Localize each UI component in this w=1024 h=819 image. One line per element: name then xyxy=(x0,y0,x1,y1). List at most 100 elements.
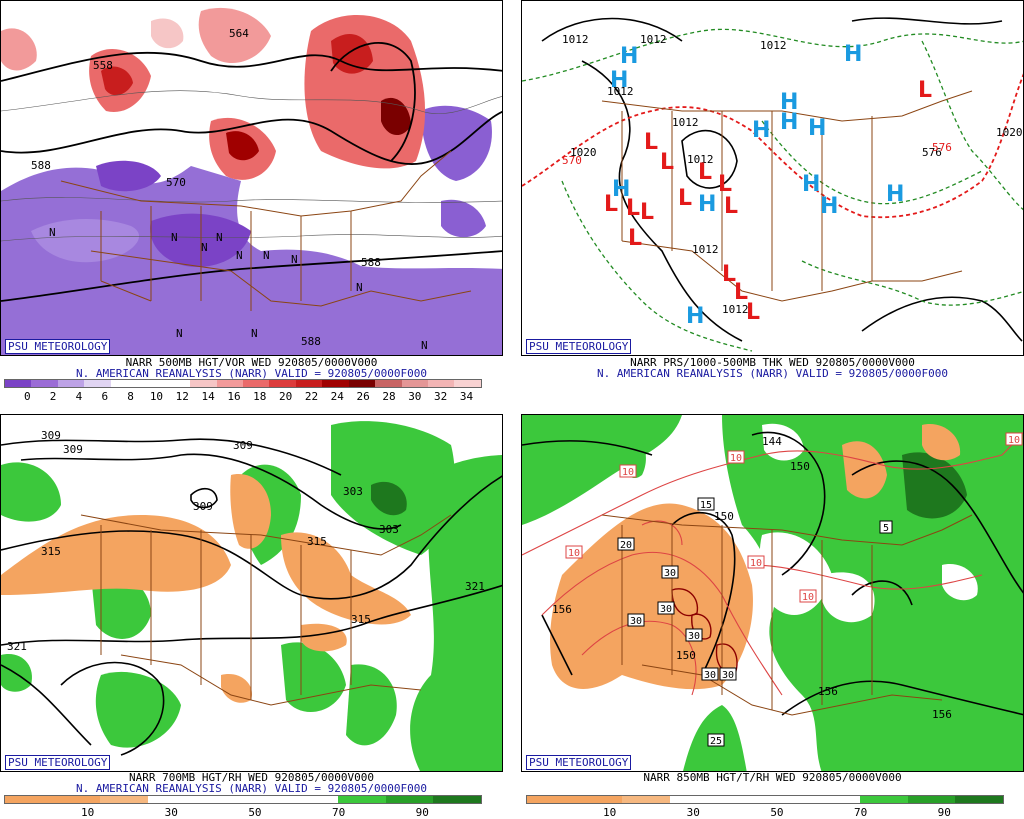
humidity-colorbar-850 xyxy=(526,795,1004,804)
colorbar-swatch xyxy=(622,796,670,803)
isobar-label: 1012 xyxy=(607,85,634,98)
map-700mb: 309 309 309 309 303 303 315 315 315 321 … xyxy=(1,421,502,771)
temperature-label: 10 xyxy=(727,450,745,464)
colorbar-tick-label: 20 xyxy=(279,390,293,403)
panel-3-caption-title: NARR 700MB HGT/RH WED 920805/0000V000 xyxy=(128,771,375,784)
high-pressure-marker: H xyxy=(780,110,798,135)
vorticity-minimum-marker: N xyxy=(201,241,208,254)
colorbar-tick-label: 10 xyxy=(81,806,95,819)
humidity-colorbar-ticks-850: 10 30 50 70 90 xyxy=(526,806,1004,819)
temperature-label: 10 xyxy=(747,555,765,569)
humidity-colorbar xyxy=(4,795,482,804)
contour-label: 588 xyxy=(31,159,51,172)
colorbar-swatch xyxy=(216,380,243,387)
low-pressure-marker: L xyxy=(724,194,738,219)
panel-700mb-humidity: 309 309 309 309 303 303 315 315 315 321 … xyxy=(0,414,503,772)
svg-text:30: 30 xyxy=(688,631,700,642)
colorbar-swatch xyxy=(110,380,138,387)
colorbar-tick-label: 30 xyxy=(686,806,700,819)
colorbar-swatch xyxy=(322,380,349,387)
svg-text:30: 30 xyxy=(660,604,672,615)
contour-label: 150 xyxy=(714,510,734,523)
isobar-label: 1012 xyxy=(687,153,714,166)
colorbar-swatch xyxy=(812,796,861,803)
svg-text:30: 30 xyxy=(630,616,642,627)
low-pressure-marker: L xyxy=(746,300,760,325)
contour-label: 321 xyxy=(7,640,27,653)
high-pressure-marker: H xyxy=(844,42,862,67)
svg-text:10: 10 xyxy=(1008,435,1020,446)
svg-text:10: 10 xyxy=(622,467,634,478)
colorbar-tick-label: 32 xyxy=(434,390,448,403)
colorbar-swatch xyxy=(385,796,434,803)
colorbar-tick-label: 26 xyxy=(356,390,370,403)
isobar-label: 1012 xyxy=(692,243,719,256)
temperature-label: 20 xyxy=(617,537,635,551)
colorbar-swatch xyxy=(454,380,481,387)
colorbar-swatch xyxy=(574,796,623,803)
temperature-label: 25 xyxy=(707,733,725,747)
colorbar-tick-label: 34 xyxy=(459,390,474,403)
temperature-label: 30 xyxy=(657,601,675,615)
isobar-label: 1012 xyxy=(640,33,667,46)
colorbar-tick-label: 28 xyxy=(382,390,396,403)
low-pressure-marker: L xyxy=(698,160,712,185)
colorbar-tick-label: 50 xyxy=(770,806,784,819)
colorbar-swatch xyxy=(5,380,32,387)
low-pressure-marker: L xyxy=(628,226,642,251)
high-pressure-marker: H xyxy=(886,182,904,207)
high-pressure-marker: H xyxy=(780,90,798,115)
low-pressure-marker: L xyxy=(640,200,654,225)
colorbar-tick-label: 10 xyxy=(149,390,164,403)
vorticity-minimum-marker: N xyxy=(216,231,223,244)
contour-label: 309 xyxy=(41,429,61,442)
vorticity-minimum-marker: N xyxy=(263,249,270,262)
temperature-label: 5 xyxy=(879,520,893,534)
vorticity-minimum-marker: N xyxy=(251,327,258,340)
map-500mb: 588 588 588 564 570 558 N N N N N N N N … xyxy=(1,7,502,355)
colorbar-swatch xyxy=(764,796,813,803)
colorbar-swatch xyxy=(295,380,323,387)
low-pressure-marker: L xyxy=(678,186,692,211)
colorbar-tick-label: 16 xyxy=(227,390,241,403)
psu-branding: PSU METEOROLOGY xyxy=(5,755,111,770)
colorbar-swatch xyxy=(428,380,455,387)
colorbar-swatch xyxy=(348,380,376,387)
svg-text:10: 10 xyxy=(802,592,814,603)
svg-text:20: 20 xyxy=(620,540,632,551)
colorbar-tick-label: 90 xyxy=(415,806,429,819)
contour-label: 309 xyxy=(193,500,213,513)
contour-label: 588 xyxy=(361,256,381,269)
colorbar-swatch xyxy=(717,796,765,803)
map-pressure-thickness: 1012 1012 1012 1020 1012 1012 1012 1012 … xyxy=(522,17,1023,352)
colorbar-tick-label: 30 xyxy=(164,806,178,819)
colorbar-tick-label: 14 xyxy=(201,390,215,403)
panel-4-caption-title: NARR 850MB HGT/T/RH WED 920805/0000V000 xyxy=(643,771,902,784)
temperature-label: 10 xyxy=(565,545,583,559)
isobar-label: 1012 xyxy=(722,303,749,316)
temperature-label: 10 xyxy=(799,589,817,603)
thickness-label: 576 xyxy=(932,141,952,154)
high-pressure-marker: H xyxy=(808,116,826,141)
colorbar-swatch xyxy=(290,796,339,803)
low-pressure-marker: L xyxy=(718,172,732,197)
temperature-label: 30 xyxy=(719,667,737,681)
vorticity-minimum-marker: N xyxy=(171,231,178,244)
high-pressure-marker: H xyxy=(612,177,630,202)
vorticity-minimum-marker: N xyxy=(176,327,183,340)
temperature-label: 10 xyxy=(619,464,637,478)
vorticity-minimum-marker: N xyxy=(291,253,298,266)
colorbar-tick-label: 22 xyxy=(304,390,319,403)
vorticity-minimum-marker: N xyxy=(356,281,363,294)
colorbar-tick-label: 4 xyxy=(75,390,83,403)
colorbar-tick-label: 30 xyxy=(408,390,422,403)
temperature-label: 30 xyxy=(701,667,719,681)
contour-label: 303 xyxy=(379,523,399,536)
svg-text:30: 30 xyxy=(704,670,716,681)
high-pressure-marker: H xyxy=(752,118,770,143)
contour-label: 150 xyxy=(676,649,696,662)
low-pressure-marker: L xyxy=(722,262,736,287)
isobar-label: 1012 xyxy=(760,39,787,52)
svg-text:30: 30 xyxy=(722,670,734,681)
contour-label: 558 xyxy=(93,59,113,72)
